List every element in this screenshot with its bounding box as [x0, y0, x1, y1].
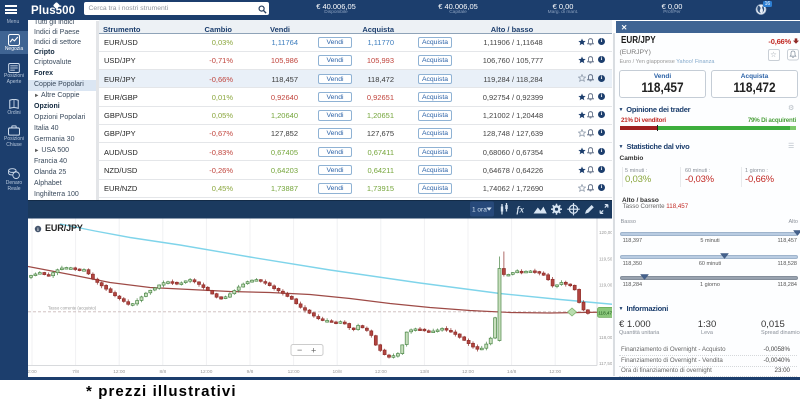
svg-text:+: + [311, 345, 316, 355]
svg-text:EUR/JPY: EUR/JPY [45, 223, 83, 233]
svg-text:117,500: 117,500 [599, 360, 615, 365]
svg-text:12:00: 12:00 [200, 369, 212, 375]
svg-text:9/8: 9/8 [247, 369, 254, 375]
svg-text:118,472: 118,472 [598, 310, 615, 315]
svg-text:119,500: 119,500 [599, 256, 615, 261]
svg-text:12:00: 12:00 [288, 369, 300, 375]
svg-text:12:00: 12:00 [113, 369, 125, 375]
svg-text:Tasso corrente (acquisto): Tasso corrente (acquisto) [48, 305, 97, 310]
svg-text:2:00: 2:00 [28, 369, 37, 375]
svg-text:14/8: 14/8 [507, 369, 517, 375]
svg-text:119,000: 119,000 [599, 282, 615, 287]
svg-text:118,000: 118,000 [599, 334, 615, 339]
svg-text:fx: fx [517, 204, 525, 214]
svg-text:i: i [37, 228, 39, 233]
svg-text:12:00: 12:00 [462, 369, 474, 375]
svg-text:7/8: 7/8 [72, 369, 79, 375]
svg-text:8/8: 8/8 [159, 369, 166, 375]
svg-text:12:00: 12:00 [549, 369, 561, 375]
svg-text:10/8: 10/8 [333, 369, 343, 375]
svg-text:1 ora: 1 ora [472, 206, 487, 213]
svg-text:120,000: 120,000 [599, 230, 615, 235]
svg-text:13/8: 13/8 [420, 369, 430, 375]
svg-text:−: − [297, 344, 302, 354]
svg-text:12:00: 12:00 [375, 369, 387, 375]
